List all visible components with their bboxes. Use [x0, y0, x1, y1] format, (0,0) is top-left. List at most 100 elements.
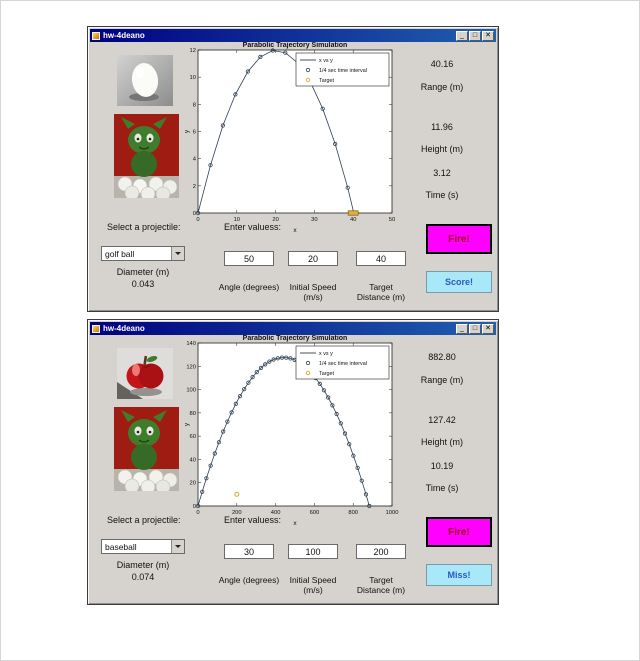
app-icon	[92, 31, 100, 40]
svg-text:20: 20	[190, 481, 196, 487]
svg-text:Parabolic Trajectory Simulatio: Parabolic Trajectory Simulation	[243, 335, 348, 342]
minimize-button[interactable]: _	[456, 30, 468, 41]
svg-text:0: 0	[193, 211, 196, 217]
projectile-selected: baseball	[105, 541, 137, 552]
minimize-button[interactable]: _	[456, 323, 468, 334]
fire-button[interactable]: Fire!	[426, 224, 492, 254]
result-button[interactable]: Miss!	[426, 564, 492, 586]
svg-text:60: 60	[190, 434, 196, 440]
svg-text:50: 50	[389, 217, 395, 223]
svg-text:600: 600	[310, 510, 320, 516]
time-value: 3.12	[433, 168, 451, 178]
svg-text:12: 12	[190, 48, 196, 54]
svg-text:40: 40	[190, 457, 196, 463]
angle-label: Angle (degrees)	[218, 575, 280, 585]
range-label: Range (m)	[420, 375, 464, 385]
egg-image	[117, 55, 173, 106]
svg-text:4: 4	[193, 157, 197, 163]
svg-text:2: 2	[193, 184, 196, 190]
svg-text:10: 10	[190, 75, 196, 81]
app-icon	[92, 324, 100, 333]
svg-text:y: y	[185, 129, 191, 133]
result-button[interactable]: Score!	[426, 271, 492, 293]
distance-label: Target Distance (m)	[356, 575, 406, 595]
svg-text:1000: 1000	[386, 510, 399, 516]
speed-label: Initial Speed (m/s)	[289, 575, 337, 595]
svg-text:1/4 sec time interval: 1/4 sec time interval	[319, 68, 367, 74]
select-projectile-label: Select a projectile:	[107, 515, 181, 525]
dropdown-arrow-icon[interactable]	[171, 247, 184, 260]
svg-text:30: 30	[311, 217, 317, 223]
enter-values-label: Enter valuess:	[224, 515, 282, 525]
angle-input[interactable]	[224, 251, 274, 266]
time-label: Time (s)	[425, 190, 459, 200]
distance-input[interactable]	[356, 544, 406, 559]
simulation-window-1: hw-4deano _ □ ✕	[87, 26, 499, 312]
height-value: 11.96	[431, 122, 453, 132]
svg-text:0: 0	[196, 217, 199, 223]
svg-text:100: 100	[186, 388, 196, 394]
range-label: Range (m)	[420, 82, 464, 92]
window-content: Parabolic Trajectory Simulation 0 10 20 30 40…	[90, 42, 496, 309]
close-button[interactable]: ✕	[482, 30, 494, 41]
time-label: Time (s)	[425, 483, 459, 493]
close-button[interactable]: ✕	[482, 323, 494, 334]
enter-values-label: Enter valuess:	[224, 222, 282, 232]
apple-image	[117, 348, 173, 399]
svg-text:8: 8	[193, 102, 196, 108]
projectile-dropdown[interactable]: golf ball	[101, 246, 185, 261]
window-titlebar[interactable]: hw-4deano _ □ ✕	[90, 322, 496, 335]
svg-text:400: 400	[271, 510, 281, 516]
angle-label: Angle (degrees)	[218, 282, 280, 292]
simulation-window-2: hw-4deano _ □ ✕	[87, 319, 499, 605]
diameter-label: Diameter (m)	[116, 560, 170, 570]
dropdown-arrow-icon[interactable]	[171, 540, 184, 553]
svg-text:Target: Target	[319, 78, 334, 84]
window-title: hw-4deano	[103, 31, 145, 40]
svg-text:80: 80	[190, 411, 196, 417]
height-label: Height (m)	[420, 144, 463, 154]
svg-text:x: x	[293, 227, 297, 234]
svg-text:1/4 sec time interval: 1/4 sec time interval	[319, 361, 367, 367]
svg-text:0: 0	[196, 510, 199, 516]
gremlin-image	[114, 114, 179, 198]
svg-text:20: 20	[272, 217, 278, 223]
svg-text:800: 800	[348, 510, 358, 516]
window-controls: _ □ ✕	[456, 30, 494, 41]
svg-text:40: 40	[350, 217, 356, 223]
speed-label: Initial Speed (m/s)	[289, 282, 337, 302]
fire-button[interactable]: Fire!	[426, 517, 492, 547]
window-titlebar[interactable]: hw-4deano _ □ ✕	[90, 29, 496, 42]
time-value: 10.19	[430, 461, 454, 471]
select-projectile-label: Select a projectile:	[107, 222, 181, 232]
svg-text:Parabolic Trajectory Simulatio: Parabolic Trajectory Simulation	[243, 42, 348, 49]
svg-text:10: 10	[234, 217, 240, 223]
svg-text:200: 200	[232, 510, 242, 516]
svg-text:Target: Target	[319, 371, 334, 377]
diameter-label: Diameter (m)	[116, 267, 170, 277]
maximize-button[interactable]: □	[469, 30, 481, 41]
height-label: Height (m)	[420, 437, 463, 447]
svg-text:0: 0	[193, 504, 196, 510]
speed-input[interactable]	[288, 544, 338, 559]
window-content: Parabolic Trajectory Simulation 0 200 400 60…	[90, 335, 496, 602]
height-value: 127.42	[428, 415, 456, 425]
distance-label: Target Distance (m)	[356, 282, 406, 302]
range-value: 40.16	[430, 59, 454, 69]
svg-text:x vs y: x vs y	[319, 351, 333, 357]
angle-input[interactable]	[224, 544, 274, 559]
diameter-value: 0.043	[131, 279, 155, 289]
distance-input[interactable]	[356, 251, 406, 266]
gremlin-image	[114, 407, 179, 491]
speed-input[interactable]	[288, 251, 338, 266]
projectile-dropdown[interactable]: baseball	[101, 539, 185, 554]
projectile-selected: golf ball	[105, 248, 135, 259]
svg-text:x: x	[293, 520, 297, 527]
maximize-button[interactable]: □	[469, 323, 481, 334]
window-title: hw-4deano	[103, 324, 145, 333]
svg-text:y: y	[185, 422, 191, 426]
window-controls: _ □ ✕	[456, 323, 494, 334]
